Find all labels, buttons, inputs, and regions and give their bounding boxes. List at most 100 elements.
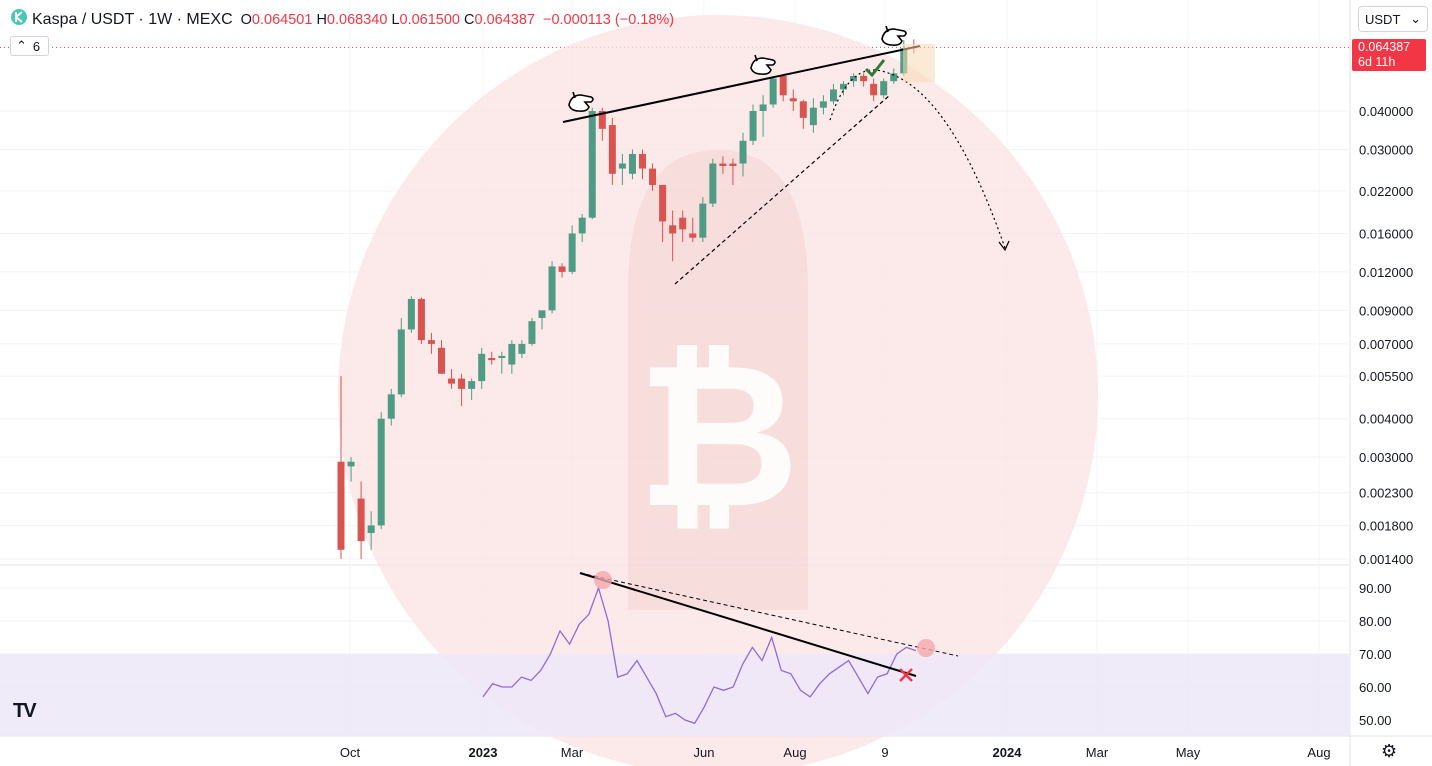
time-axis-label: May [1176,745,1201,760]
candle-body [809,107,817,126]
axes: 0.040000 0.030000 0.022000 0.016000 0.012000… [340,104,1413,760]
checkmark-icon [864,59,886,78]
candle-body [528,321,536,344]
candle-body [689,233,697,238]
candle-body [840,83,847,90]
price-tick-label: 0.004000 [1359,412,1413,427]
currency-label: USDT [1365,11,1401,27]
candle-body [568,233,576,272]
rsi-peak-marker [594,571,612,589]
candle-body [659,184,667,222]
candle-body [488,358,496,361]
candle-body [498,355,506,359]
candle-body [749,111,757,141]
candle-body [679,217,687,230]
candle-body [407,298,415,330]
candle-body [819,101,827,108]
candle-body [347,461,355,467]
time-axis-label: Aug [1307,745,1330,760]
rsi-tick-label: 50.00 [1359,713,1392,728]
pointing-hand-icon [750,54,776,75]
time-axis-label: Oct [340,745,361,760]
candle-body [548,266,556,311]
price-tick-label: 0.030000 [1359,142,1413,157]
candle-body [417,298,425,341]
candle-body [699,203,707,238]
candle-body [639,153,646,169]
candle-body [669,225,677,234]
candle-body [558,266,566,272]
support-trendline [674,94,891,285]
projection-arc [829,69,1006,249]
candle-body [618,163,626,169]
bitcoin-watermark-icon: ₿ [338,15,1098,766]
price-tick-label: 0.040000 [1359,104,1413,119]
chevron-up-icon: ⌃ [16,38,27,53]
candle-body [588,111,596,218]
candle-body [518,343,526,354]
candle-body [779,75,787,96]
rsi-trendline [579,572,917,677]
candle-body [769,78,777,105]
candle-body [357,498,365,542]
candle-body [870,83,878,96]
candle-body [789,98,797,102]
candle-body [608,125,616,174]
indicator-count: 6 [32,38,41,54]
candle-body [508,343,516,365]
currency-select[interactable]: USDT ⌄ [1358,6,1428,32]
time-axis-label: Jun [694,745,715,760]
ohlc-values: O0.064501 H0.068340 L0.061500 C0.064387 [240,11,535,28]
rsi-tick-label: 80.00 [1359,614,1392,629]
candle-body [468,381,476,389]
candle-body [860,75,868,82]
tradingview-logo-icon[interactable]: TV [13,700,37,722]
indicators-toggle[interactable]: ⌃ 6 [10,36,50,56]
candle-body [337,461,345,550]
bar-countdown: 6d 11h [1358,55,1396,69]
gear-icon[interactable]: ⚙ [1381,741,1398,761]
resistance-trendline [562,45,921,123]
candle-body [739,140,747,164]
kaspa-logo-icon [10,8,28,31]
candle-body [397,329,405,395]
candle-body [598,111,606,129]
rsi-band [0,654,1350,736]
last-price-value: 0.064387 [1358,40,1411,54]
rsi-path [482,585,917,725]
price-tick-label: 0.016000 [1359,226,1413,241]
price-change: −0.000113 (−0.18%) [543,11,675,28]
price-tick-label: 0.003000 [1359,450,1413,465]
pointing-hand-icon [568,91,594,112]
price-tick-label: 0.001800 [1359,518,1413,533]
time-axis-label: Mar [561,745,584,760]
candle-body [850,75,858,82]
symbol-title[interactable]: Kaspa / USDT · 1W · MEXC [32,10,233,28]
rsi-dashed-line [579,572,959,657]
candle-body [478,353,486,382]
cross-icon [899,668,913,682]
candle-body [427,340,435,344]
candle-body [799,101,807,118]
candle-body [538,310,546,318]
candle-body [649,168,657,185]
price-tick-label: 0.002300 [1359,486,1413,501]
candle-body [367,525,375,534]
rsi-tick-label: 60.00 [1359,680,1392,695]
drawings [562,25,1010,682]
candle-body [759,104,767,111]
pointing-hand-icon [881,25,907,46]
highlight-box [903,44,935,82]
candle-body [719,163,727,167]
time-axis-label: Mar [1086,745,1109,760]
candle-body [458,378,466,389]
time-axis-label: 2023 [469,745,498,760]
last-price-tag: 0.064387 6d 11h [1352,39,1426,71]
price-tick-label: 0.022000 [1359,184,1413,199]
candle-body [880,81,888,96]
candle-body [709,163,717,204]
rsi-tick-label: 90.00 [1359,581,1392,596]
candle-body [829,89,837,102]
candle-body [578,217,586,234]
